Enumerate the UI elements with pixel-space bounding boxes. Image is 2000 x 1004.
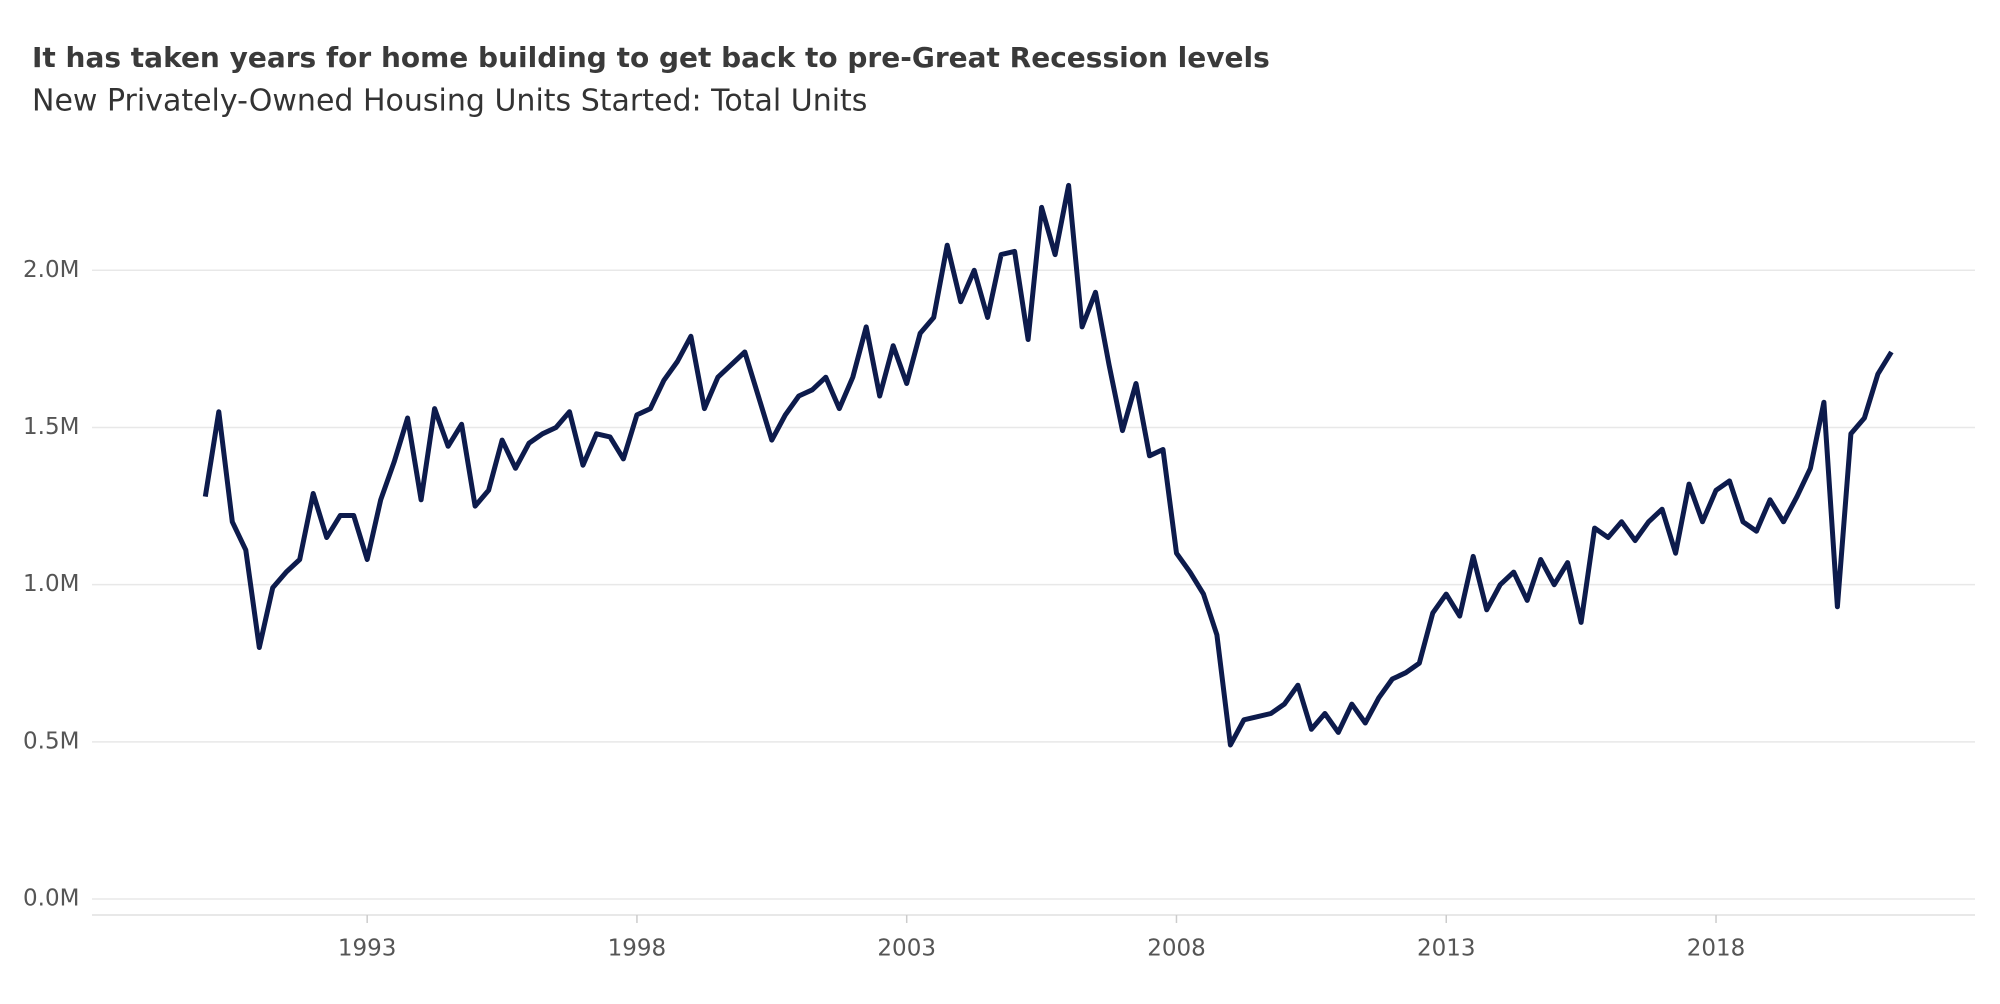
chart-title: It has taken years for home building to … <box>32 41 1270 74</box>
y-tick-label: 2.0M <box>23 257 79 283</box>
x-tick-label: 2013 <box>1417 936 1476 962</box>
y-tick-label: 1.5M <box>23 414 79 440</box>
data-line <box>202 182 1894 748</box>
chart-subtitle: New Privately-Owned Housing Units Starte… <box>32 84 867 119</box>
x-tick-label: 2003 <box>877 936 936 962</box>
x-tick-label: 1993 <box>338 936 397 962</box>
y-tick-label: 0.5M <box>23 728 79 754</box>
y-tick-label: 1.0M <box>23 571 79 597</box>
x-tick-label: 2018 <box>1687 936 1746 962</box>
y-tick-label: 0.0M <box>23 886 79 912</box>
x-tick-label: 2008 <box>1147 936 1206 962</box>
x-tick-label: 1998 <box>608 936 667 962</box>
